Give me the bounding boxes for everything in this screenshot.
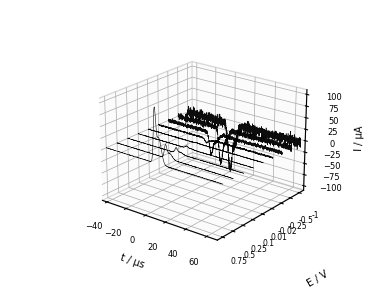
Y-axis label: E / V: E / V [306,269,330,289]
X-axis label: t / μs: t / μs [118,253,145,270]
